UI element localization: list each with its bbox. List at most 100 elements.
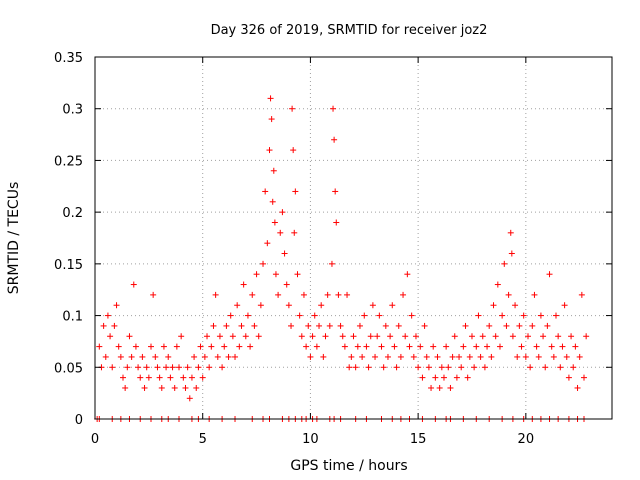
data-point	[514, 353, 521, 360]
x-tick-label: 10	[302, 432, 319, 447]
data-point	[537, 312, 544, 319]
data-point	[193, 384, 200, 391]
plot-frame	[94, 56, 613, 420]
data-point	[512, 302, 519, 309]
data-point	[277, 229, 284, 236]
data-point	[378, 343, 385, 350]
y-axis-title: SRMTID / TECUs	[6, 182, 22, 295]
data-point	[574, 384, 581, 391]
data-point	[311, 312, 318, 319]
chart-title: Day 326 of 2019, SRMTID for receiver joz…	[211, 23, 488, 38]
data-point	[492, 333, 499, 340]
data-point	[393, 364, 400, 371]
data-point	[139, 353, 146, 360]
data-point	[395, 322, 402, 329]
data-point	[289, 105, 296, 112]
data-point	[365, 364, 372, 371]
data-point	[111, 322, 118, 329]
data-point	[374, 333, 381, 340]
data-point	[104, 312, 111, 319]
data-point	[451, 333, 458, 340]
data-point	[152, 353, 159, 360]
data-point	[109, 364, 116, 371]
data-point	[410, 353, 417, 360]
data-point	[229, 333, 236, 340]
data-point	[356, 322, 363, 329]
data-point	[124, 364, 131, 371]
data-point	[160, 343, 167, 350]
data-point	[322, 333, 329, 340]
data-point	[219, 364, 226, 371]
data-point	[275, 291, 282, 298]
data-point	[542, 364, 549, 371]
data-point	[296, 312, 303, 319]
data-point	[318, 302, 325, 309]
data-point	[522, 353, 529, 360]
data-point	[578, 291, 585, 298]
data-point	[464, 374, 471, 381]
data-point	[583, 333, 590, 340]
data-point	[300, 291, 307, 298]
data-point	[154, 364, 161, 371]
data-point	[344, 291, 351, 298]
y-tick-label: 0.05	[54, 361, 83, 376]
data-point	[186, 395, 193, 402]
data-point	[305, 322, 312, 329]
data-point	[369, 302, 376, 309]
data-point	[406, 343, 413, 350]
data-point	[436, 384, 443, 391]
axis-ticks: 0 0.05 0.1 0.15 0.2 0.25 0.3 0.35 0 5 10 15 20	[54, 51, 612, 447]
data-point	[240, 281, 247, 288]
data-point	[227, 312, 234, 319]
data-point	[244, 312, 251, 319]
x-tick-label: 0	[91, 432, 99, 447]
data-point	[445, 364, 452, 371]
data-point	[550, 353, 557, 360]
data-point	[208, 343, 215, 350]
data-point	[283, 281, 290, 288]
data-point	[518, 343, 525, 350]
data-point	[279, 209, 286, 216]
data-point	[313, 343, 320, 350]
data-point	[266, 147, 273, 154]
data-point	[143, 364, 150, 371]
data-point	[331, 136, 338, 143]
data-point	[503, 322, 510, 329]
data-point	[529, 322, 536, 329]
data-point	[524, 333, 531, 340]
data-point	[449, 353, 456, 360]
data-point	[419, 374, 426, 381]
data-point	[443, 343, 450, 350]
data-point	[298, 333, 305, 340]
data-points	[94, 95, 590, 422]
data-point	[490, 302, 497, 309]
data-point	[216, 333, 223, 340]
data-point	[191, 353, 198, 360]
data-point	[484, 343, 491, 350]
data-point	[294, 271, 301, 278]
data-point	[400, 291, 407, 298]
data-point	[458, 364, 465, 371]
data-point	[552, 312, 559, 319]
data-point	[212, 291, 219, 298]
data-point	[253, 271, 260, 278]
data-point	[384, 353, 391, 360]
data-point	[117, 353, 124, 360]
y-tick-label: 0.3	[62, 103, 83, 118]
data-point	[565, 374, 572, 381]
data-point	[167, 374, 174, 381]
data-point	[330, 105, 337, 112]
data-point	[425, 364, 432, 371]
data-point	[184, 364, 191, 371]
data-point	[516, 322, 523, 329]
data-point	[404, 271, 411, 278]
data-point	[326, 322, 333, 329]
data-point	[468, 333, 475, 340]
data-point	[346, 364, 353, 371]
data-point	[572, 343, 579, 350]
data-point	[559, 343, 566, 350]
data-point	[137, 374, 144, 381]
data-point	[173, 343, 180, 350]
data-point	[481, 364, 488, 371]
data-point	[221, 343, 228, 350]
